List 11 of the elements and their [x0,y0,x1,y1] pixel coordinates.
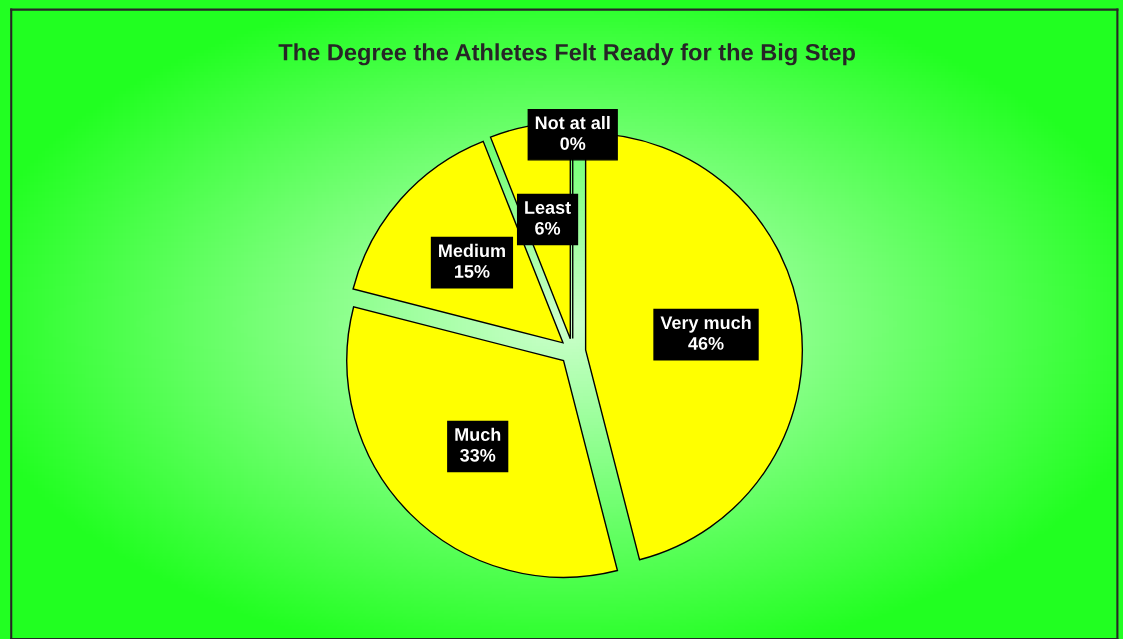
category-label: Not at all [535,115,610,130]
data-label: 15% [455,265,490,278]
slice-label: Very much [660,315,751,333]
slice-label: Medium [439,243,505,258]
slice-label: Least [525,201,571,214]
chart-title: The Degree the Athletes Felt Ready for the Big Step [278,43,856,66]
data-label: 6% [535,221,561,235]
slice-label: Much [455,427,501,441]
text: 0% [560,137,586,150]
data-label: 33% [460,448,496,462]
data-label: 46% [688,337,724,350]
